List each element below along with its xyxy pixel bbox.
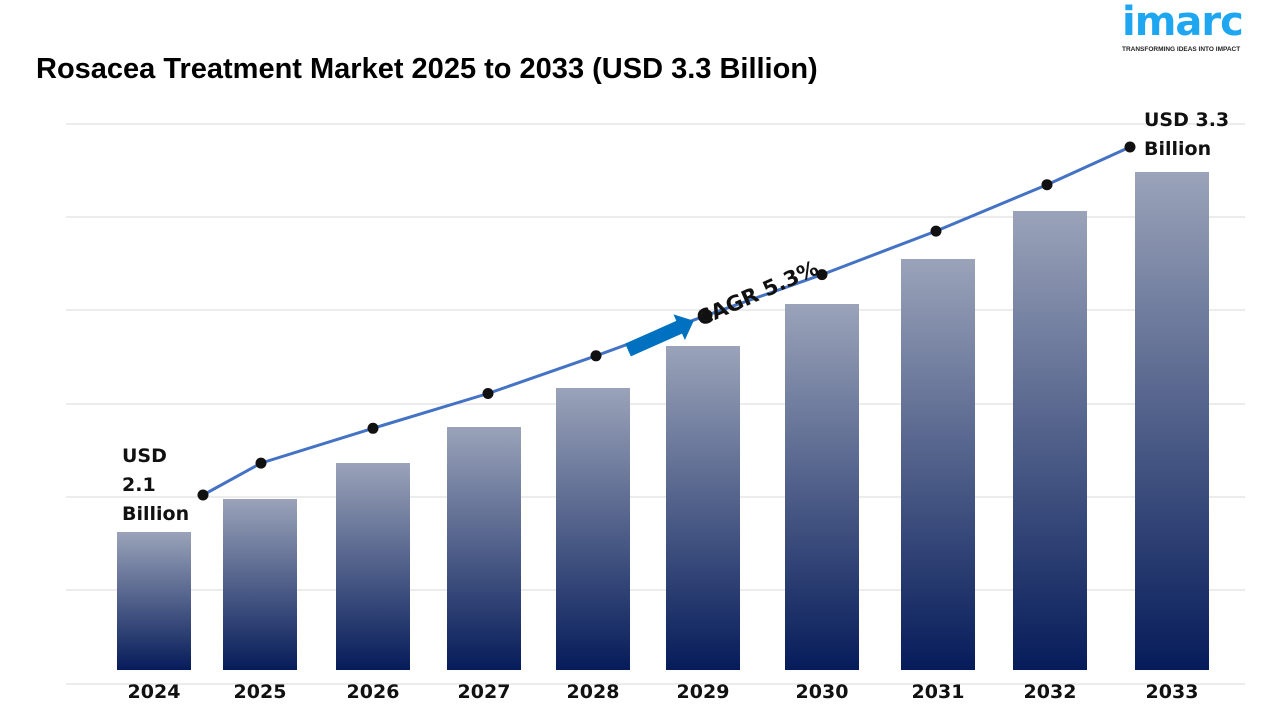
x-tick-label: 2030 xyxy=(796,681,849,703)
start-label-line3: Billion xyxy=(122,503,189,525)
line-point-2031 xyxy=(930,225,942,237)
end-label-line2: Billion xyxy=(1144,138,1211,160)
line-point-2030 xyxy=(816,269,828,281)
logo-wordmark: imarc xyxy=(1122,0,1244,45)
x-tick-label: 2028 xyxy=(567,681,620,703)
start-label-line1: USD xyxy=(122,445,167,467)
x-tick-label: 2025 xyxy=(234,681,287,703)
chart-title: Rosacea Treatment Market 2025 to 2033 (U… xyxy=(36,53,818,85)
start-label-line2: 2.1 xyxy=(122,474,156,496)
bar-2029 xyxy=(666,346,740,670)
line-point-2026 xyxy=(367,422,379,434)
line-point-2027 xyxy=(482,388,494,399)
bar-2028 xyxy=(556,388,630,670)
bar-2026 xyxy=(336,463,410,670)
line-point-2024 xyxy=(197,489,209,501)
bar-2030 xyxy=(785,304,859,670)
bar-2033 xyxy=(1135,172,1209,670)
x-tick-label: 2032 xyxy=(1024,681,1077,703)
line-point-2033 xyxy=(1124,141,1136,153)
imarc-logo: imarc TRANSFORMING IDEAS INTO IMPACT xyxy=(1120,2,1270,58)
x-tick-label: 2024 xyxy=(128,681,181,703)
line-point-2032 xyxy=(1041,179,1053,191)
cagr-arrow-icon xyxy=(625,314,694,357)
bar-2024 xyxy=(117,532,191,670)
end-label-line1: USD 3.3 xyxy=(1144,109,1229,131)
line-point-2028 xyxy=(590,350,602,362)
line-point-2029 xyxy=(701,309,713,321)
bar-2032 xyxy=(1013,211,1087,670)
bar-2025 xyxy=(223,499,297,670)
line-point-2025 xyxy=(255,457,267,469)
bar-2031 xyxy=(901,259,975,670)
logo-tagline: TRANSFORMING IDEAS INTO IMPACT xyxy=(1122,46,1241,53)
x-tick-label: 2026 xyxy=(347,681,400,703)
x-tick-label: 2027 xyxy=(458,681,511,703)
x-tick-label: 2033 xyxy=(1146,681,1199,703)
x-tick-label: 2029 xyxy=(677,681,730,703)
x-tick-label: 2031 xyxy=(912,681,965,703)
bar-2027 xyxy=(447,427,521,670)
